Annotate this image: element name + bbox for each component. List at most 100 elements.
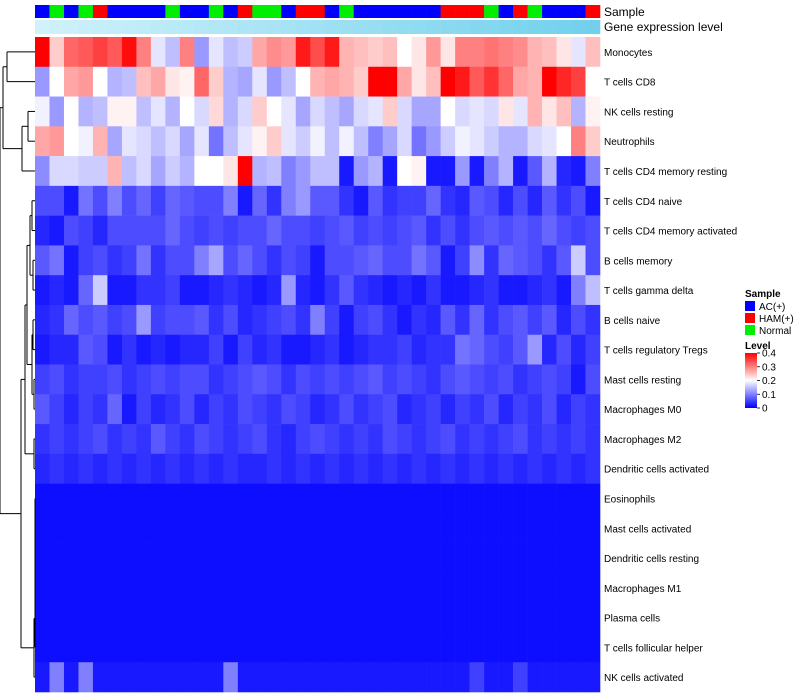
heatmap-cell — [556, 453, 572, 484]
heatmap-cell — [150, 632, 166, 663]
heatmap-cell — [310, 662, 326, 693]
heatmap-cell — [310, 453, 326, 484]
heatmap-cell — [237, 334, 253, 365]
row-label: Mast cells activated — [604, 524, 691, 535]
heatmap-cell — [179, 513, 195, 544]
heatmap-cell — [295, 364, 311, 395]
heatmap-cell — [165, 245, 181, 276]
heatmap-cell — [223, 126, 239, 157]
heatmap-cell — [455, 96, 470, 127]
heatmap-cell — [339, 304, 355, 336]
heatmap-cell — [63, 245, 79, 276]
heatmap-cell — [223, 483, 239, 514]
heatmap-cell — [63, 662, 79, 693]
heatmap-cell — [150, 453, 166, 484]
level-tick-label: 0.1 — [762, 390, 776, 401]
heatmap-cell — [571, 215, 586, 246]
heatmap-cell — [585, 662, 601, 693]
expression-cell — [150, 20, 166, 34]
heatmap-cell — [397, 334, 412, 365]
heatmap-cell — [455, 513, 470, 544]
heatmap-cell — [469, 453, 485, 484]
heatmap-cell — [121, 304, 137, 336]
heatmap-cell — [411, 245, 427, 276]
heatmap-cell — [107, 215, 123, 246]
heatmap-cell — [223, 602, 239, 633]
heatmap-cell — [78, 275, 94, 306]
legend-label-normal: Normal — [759, 326, 791, 337]
heatmap-cell — [165, 424, 181, 455]
heatmap-cell — [585, 96, 601, 127]
heatmap-cell — [368, 543, 383, 574]
heatmap-cell — [281, 602, 297, 633]
heatmap-cell — [78, 185, 94, 216]
expression-cell — [295, 20, 311, 34]
heatmap-cell — [411, 572, 427, 603]
heatmap-cell — [426, 483, 441, 514]
heatmap-cell — [281, 453, 297, 484]
heatmap-cell — [92, 245, 108, 276]
heatmap-cell — [353, 185, 369, 216]
heatmap-cell — [35, 483, 50, 514]
heatmap-cell — [411, 215, 427, 246]
heatmap-cell — [397, 37, 412, 68]
sample-cell — [310, 5, 326, 18]
heatmap-cell — [527, 96, 543, 127]
heatmap-cell — [252, 572, 268, 603]
heatmap-cell — [426, 632, 441, 663]
heatmap-cell — [107, 37, 123, 68]
heatmap-cell — [353, 275, 369, 306]
heatmap-cell — [411, 394, 427, 425]
heatmap-cell — [63, 513, 79, 544]
sample-cell — [63, 5, 79, 18]
heatmap-cell — [484, 37, 499, 68]
heatmap-cell — [397, 543, 412, 574]
heatmap-cell — [223, 632, 239, 663]
heatmap-cell — [237, 572, 253, 603]
heatmap-cell — [556, 304, 572, 336]
heatmap-cell — [556, 126, 572, 157]
heatmap-cell — [440, 304, 456, 336]
heatmap-cell — [324, 185, 340, 216]
heatmap-cell — [411, 334, 427, 365]
heatmap-cell — [585, 185, 601, 216]
heatmap-cell — [556, 66, 572, 97]
heatmap-cell — [237, 156, 253, 187]
heatmap-cell — [49, 37, 65, 68]
row-label: Plasma cells — [604, 614, 660, 625]
heatmap-cell — [542, 424, 557, 455]
heatmap-cell — [35, 364, 50, 395]
heatmap-cell — [92, 37, 108, 68]
heatmap-cell — [78, 424, 94, 455]
heatmap-cell — [397, 483, 412, 514]
sample-cell — [295, 5, 311, 18]
heatmap-cell — [266, 334, 282, 365]
heatmap-cell — [397, 602, 412, 633]
heatmap-cell — [295, 304, 311, 336]
heatmap-cell — [339, 37, 355, 68]
heatmap-cell — [107, 96, 123, 127]
heatmap-cell — [165, 96, 181, 127]
row-label: T cells CD4 memory resting — [604, 167, 727, 178]
heatmap-cell — [469, 126, 485, 157]
heatmap-cell — [498, 245, 514, 276]
heatmap-cell — [397, 364, 412, 395]
heatmap-cell — [107, 364, 123, 395]
heatmap-cell — [281, 364, 297, 395]
heatmap-cell — [121, 543, 137, 574]
heatmap-cell — [324, 275, 340, 306]
heatmap-cell — [498, 275, 514, 306]
heatmap-cell — [455, 453, 470, 484]
heatmap-cell — [121, 185, 137, 216]
heatmap-cell — [513, 483, 528, 514]
heatmap-cell — [324, 453, 340, 484]
sample-cell — [484, 5, 499, 18]
heatmap-cell — [426, 543, 441, 574]
heatmap-cell — [542, 543, 557, 574]
heatmap-cell — [78, 215, 94, 246]
heatmap-cell — [223, 394, 239, 425]
heatmap-cell — [223, 572, 239, 603]
heatmap-cell — [353, 632, 369, 663]
heatmap-cell — [368, 156, 383, 187]
heatmap-cell — [455, 245, 470, 276]
